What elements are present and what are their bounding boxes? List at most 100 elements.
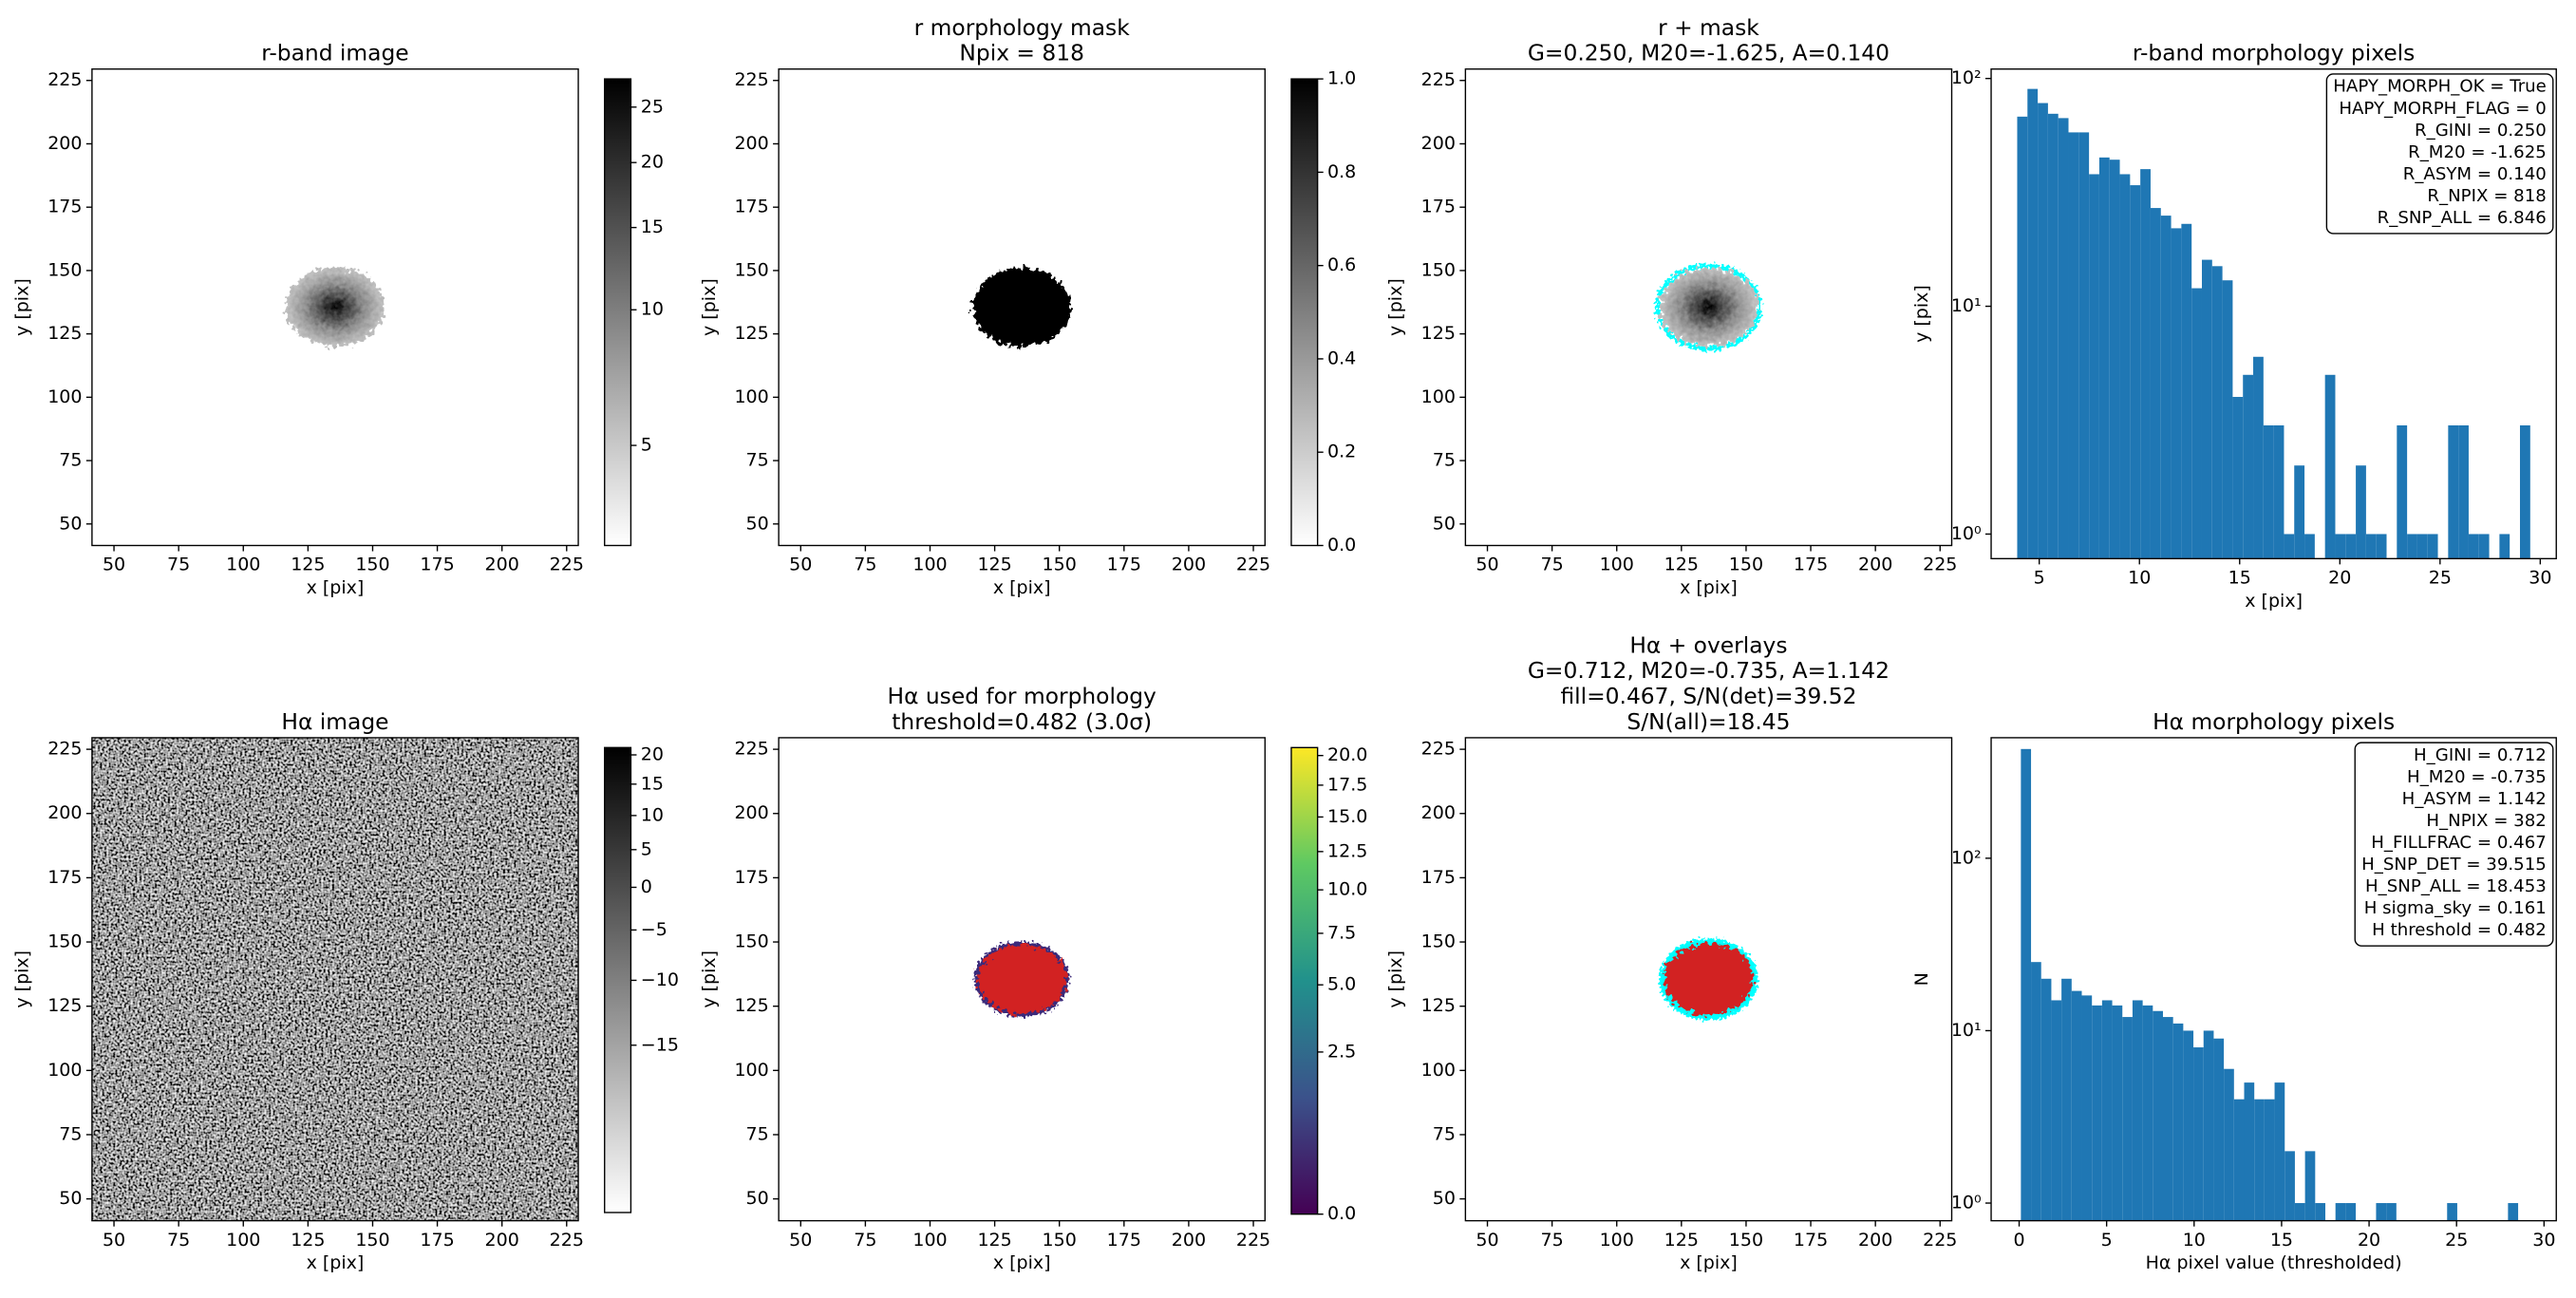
- x-axis-label: x [pix]: [993, 577, 1051, 598]
- bar: [2315, 1203, 2325, 1221]
- colorbar-tick-label: 17.5: [1327, 774, 1367, 795]
- bar: [2172, 1023, 2184, 1221]
- bar: [2294, 1203, 2305, 1221]
- x-tick-label: 5: [2034, 568, 2045, 589]
- x-tick-label: 150: [355, 555, 389, 575]
- colorbar-tick-label: −15: [641, 1034, 679, 1055]
- x-tick-label: 175: [420, 1230, 454, 1251]
- bar: [2447, 1203, 2457, 1221]
- x-tick-label: 100: [1600, 555, 1634, 575]
- chart-title: r-band image: [261, 40, 408, 66]
- y-tick-label: 225: [47, 69, 82, 90]
- x-tick-label: 225: [1923, 1230, 1957, 1251]
- colorbar-tick-label: 25: [641, 96, 664, 117]
- colorbar-tick-label: 1.0: [1327, 68, 1356, 89]
- y-tick-label: 50: [1433, 513, 1456, 534]
- plot-area: [2021, 748, 2519, 1221]
- bar: [2051, 1000, 2062, 1221]
- ha-image: [977, 944, 1066, 1014]
- colorbar-tick-label: 5: [641, 435, 652, 456]
- x-tick-label: 75: [854, 555, 876, 575]
- panel: 50 75 100 125 150 175 200 225507510012515017520…: [1385, 631, 1957, 1273]
- x-tick-label: 125: [1664, 1230, 1699, 1251]
- annotation-line: H threshold = 0.482: [2372, 920, 2547, 940]
- bar: [2273, 424, 2285, 559]
- bar: [2304, 1151, 2316, 1221]
- y-axis-label: y [pix]: [1911, 285, 1932, 343]
- x-tick-label: 5: [2101, 1230, 2113, 1251]
- y-tick-label: 75: [746, 450, 769, 471]
- annotation-line: R_NPIX = 818: [2427, 186, 2546, 206]
- bar: [2071, 990, 2082, 1221]
- x-tick-label: 75: [854, 1230, 876, 1251]
- annotation-line: H_NPIX = 382: [2426, 811, 2546, 831]
- bar: [2181, 223, 2192, 559]
- x-tick-label: 200: [485, 555, 519, 575]
- x-tick-label: 50: [1476, 1230, 1498, 1251]
- y-axis-label: y [pix]: [1385, 278, 1406, 336]
- colorbar: [604, 78, 632, 547]
- colorbar-tick-label: 15.0: [1327, 806, 1367, 827]
- y-tick-label: 100: [734, 1060, 768, 1081]
- x-tick-label: 10: [2128, 568, 2151, 589]
- bar: [2017, 116, 2028, 559]
- bar: [2132, 1000, 2143, 1221]
- mask-image: [972, 268, 1072, 348]
- y-tick-label: 175: [1421, 197, 1456, 217]
- x-tick-label: 30: [2529, 568, 2551, 589]
- colorbar-tick-label: 15: [641, 773, 664, 794]
- panel: 50 75 100 125 150 175 200 225507510012515017520…: [12, 708, 679, 1273]
- source-image: [1659, 268, 1758, 348]
- bar: [2285, 1151, 2295, 1221]
- x-tick-label: 20: [2358, 1230, 2380, 1251]
- panel: 0 5 10 15 20 25 30 10⁰ 10¹ 10² Hα pixel value (thr…: [1911, 708, 2557, 1273]
- x-tick-label: 225: [1236, 555, 1270, 575]
- x-tick-label: 150: [1043, 1230, 1077, 1251]
- y-tick-label: 125: [734, 995, 768, 1016]
- x-tick-label: 30: [2532, 1230, 2555, 1251]
- axes-frame: [1990, 68, 2557, 560]
- y-tick-label: 10¹: [1951, 1020, 1982, 1041]
- colorbar-tick-label: −5: [641, 919, 668, 940]
- x-tick-label: 200: [1858, 555, 1892, 575]
- x-tick-label: 175: [1107, 1230, 1141, 1251]
- bar: [2140, 169, 2151, 559]
- y-axis-label: y [pix]: [1385, 950, 1406, 1008]
- x-tick-label: 25: [2445, 1230, 2468, 1251]
- y-tick-label: 50: [59, 513, 82, 534]
- x-axis-label: Hα pixel value (thresholded): [2146, 1252, 2402, 1273]
- chart-title: r-band morphology pixels: [2133, 40, 2415, 66]
- x-axis-label: x [pix]: [993, 1252, 1051, 1273]
- axes-frame: [778, 737, 1266, 1222]
- y-tick-label: 225: [734, 739, 768, 760]
- y-tick-label: 150: [1421, 259, 1456, 280]
- x-tick-label: 175: [1794, 1230, 1828, 1251]
- bar: [2345, 1203, 2357, 1221]
- chart-title: G=0.712, M20=-0.735, A=1.142: [1528, 657, 1890, 684]
- bar: [2243, 374, 2254, 559]
- x-tick-label: 225: [550, 1230, 584, 1251]
- colorbar-tick-label: 10.0: [1327, 879, 1367, 900]
- bar: [2130, 185, 2141, 559]
- plot-area: [286, 268, 385, 348]
- x-tick-label: 200: [1172, 1230, 1206, 1251]
- annotation-line: HAPY_MORPH_OK = True: [2333, 77, 2547, 97]
- axes-frame: [1990, 737, 2557, 1222]
- bar: [2171, 228, 2182, 559]
- bar: [2335, 1203, 2346, 1221]
- axes-frame: [778, 68, 1266, 547]
- bar: [2021, 748, 2032, 1221]
- x-tick-label: 100: [912, 555, 947, 575]
- bar: [2458, 424, 2469, 559]
- x-axis-label: x [pix]: [1680, 1252, 1738, 1273]
- y-tick-label: 150: [734, 931, 768, 952]
- x-tick-label: 15: [2270, 1230, 2293, 1251]
- bar: [2068, 132, 2079, 559]
- mask-outline: [1655, 263, 1762, 351]
- axes-frame: [1464, 68, 1953, 547]
- axes-frame: [1464, 737, 1953, 1222]
- bar: [2058, 118, 2069, 559]
- x-tick-label: 125: [977, 1230, 1011, 1251]
- bar: [2365, 534, 2377, 559]
